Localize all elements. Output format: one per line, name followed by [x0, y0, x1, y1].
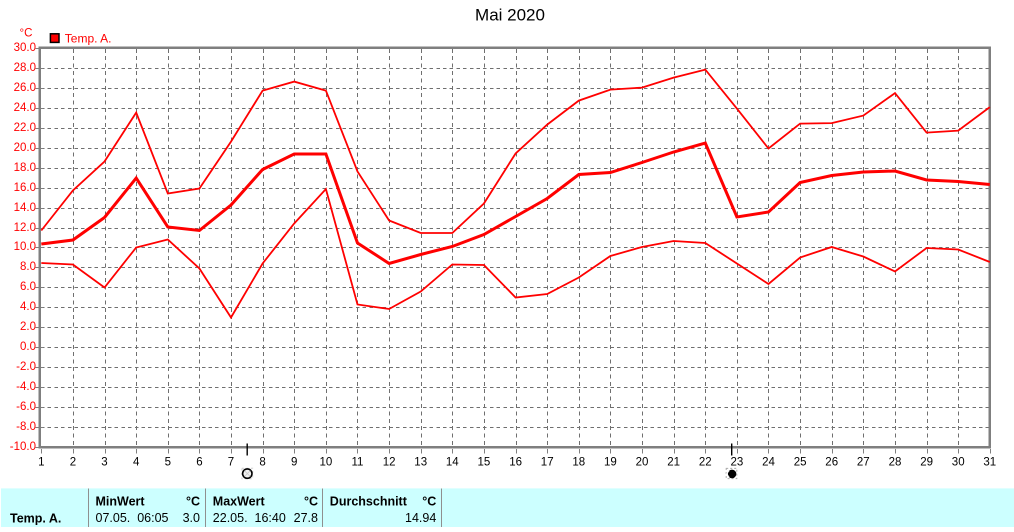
svg-text:14: 14 — [446, 457, 459, 469]
svg-text:07.05. 06:05: 07.05. 06:05 — [96, 511, 169, 525]
svg-text:°C: °C — [186, 495, 200, 509]
svg-text:28.0: 28.0 — [14, 62, 36, 74]
svg-text:29: 29 — [920, 457, 933, 469]
svg-text:9: 9 — [291, 457, 297, 469]
svg-text:°C: °C — [20, 28, 33, 40]
svg-text:14.94: 14.94 — [405, 511, 436, 525]
svg-text:6: 6 — [196, 457, 202, 469]
svg-text:-8.0: -8.0 — [16, 421, 36, 433]
svg-text:12.0: 12.0 — [14, 222, 36, 234]
svg-text:5: 5 — [165, 457, 171, 469]
svg-text:3: 3 — [101, 457, 107, 469]
svg-text:Durchschnitt: Durchschnitt — [330, 495, 408, 509]
svg-text:10: 10 — [320, 457, 333, 469]
svg-text:-10.0: -10.0 — [10, 441, 36, 453]
svg-text:°C: °C — [304, 495, 318, 509]
svg-text:Temp. A.: Temp. A. — [65, 32, 112, 46]
svg-text:24: 24 — [762, 457, 775, 469]
svg-text:19: 19 — [604, 457, 617, 469]
svg-text:16: 16 — [509, 457, 522, 469]
svg-text:18.0: 18.0 — [14, 162, 36, 174]
svg-text:17: 17 — [541, 457, 554, 469]
svg-text:-2.0: -2.0 — [16, 361, 36, 373]
svg-text:°C: °C — [422, 495, 436, 509]
svg-text:2: 2 — [70, 457, 76, 469]
svg-text:8: 8 — [259, 457, 265, 469]
svg-text:30.0: 30.0 — [14, 42, 36, 54]
svg-text:22.05. 16:40: 22.05. 16:40 — [213, 511, 286, 525]
svg-text:22: 22 — [699, 457, 712, 469]
svg-text:4: 4 — [133, 457, 140, 469]
svg-text:20: 20 — [636, 457, 649, 469]
svg-text:8.0: 8.0 — [20, 261, 36, 273]
svg-text:7: 7 — [228, 457, 234, 469]
svg-text:0.0: 0.0 — [20, 341, 36, 353]
svg-text:12: 12 — [383, 457, 396, 469]
svg-text:22.0: 22.0 — [14, 122, 36, 134]
svg-text:MaxWert: MaxWert — [213, 495, 266, 509]
svg-text:21: 21 — [667, 457, 680, 469]
svg-text:31: 31 — [983, 457, 996, 469]
svg-text:Temp. A.: Temp. A. — [10, 512, 61, 526]
svg-text:13: 13 — [414, 457, 427, 469]
svg-text:2.0: 2.0 — [20, 321, 36, 333]
svg-text:4.0: 4.0 — [20, 301, 36, 313]
svg-text:10.0: 10.0 — [14, 241, 36, 253]
svg-text:MinWert: MinWert — [96, 495, 146, 509]
svg-text:-6.0: -6.0 — [16, 401, 36, 413]
svg-text:-4.0: -4.0 — [16, 381, 36, 393]
svg-text:16.0: 16.0 — [14, 182, 36, 194]
svg-text:26: 26 — [825, 457, 838, 469]
svg-text:18: 18 — [572, 457, 585, 469]
svg-text:14.0: 14.0 — [14, 202, 36, 214]
svg-text:20.0: 20.0 — [14, 142, 36, 154]
svg-text:23: 23 — [731, 457, 744, 469]
svg-text:27: 27 — [857, 457, 870, 469]
svg-text:30: 30 — [952, 457, 965, 469]
svg-text:6.0: 6.0 — [20, 281, 36, 293]
svg-text:11: 11 — [352, 457, 364, 469]
svg-text:24.0: 24.0 — [14, 102, 36, 114]
svg-text:28: 28 — [889, 457, 902, 469]
svg-text:15: 15 — [478, 457, 491, 469]
svg-text:25: 25 — [794, 457, 807, 469]
svg-text:3.0: 3.0 — [183, 511, 200, 525]
svg-text:27.8: 27.8 — [294, 511, 318, 525]
svg-text:26.0: 26.0 — [14, 82, 36, 94]
svg-text:Mai 2020: Mai 2020 — [475, 6, 545, 25]
svg-text:1: 1 — [38, 457, 44, 469]
